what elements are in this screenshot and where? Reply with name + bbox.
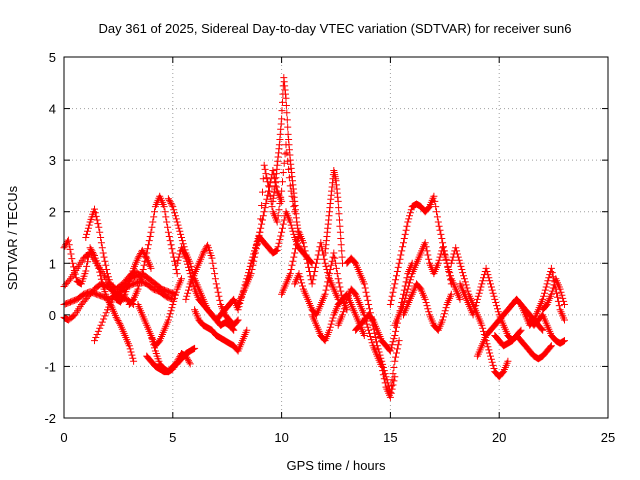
- y-tick-label: 4: [49, 102, 56, 117]
- series-trace-13: [182, 241, 242, 329]
- data-point-markers: [447, 244, 512, 381]
- series-trace-21: [321, 167, 346, 267]
- x-tick-label: 15: [383, 430, 397, 445]
- x-axis-label: GPS time / hours: [287, 458, 386, 473]
- x-tick-label: 25: [601, 430, 615, 445]
- data-point-markers: [191, 306, 251, 355]
- data-point-markers: [269, 74, 303, 241]
- y-axis-label: SDTVAR / TECUs: [5, 185, 20, 290]
- y-tick-label: -2: [44, 411, 56, 426]
- data-point-markers: [278, 228, 342, 303]
- y-tick-label: 0: [49, 308, 56, 323]
- series-trace-19: [278, 228, 342, 303]
- series-trace-10: [147, 275, 185, 350]
- series-trace-17: [269, 74, 303, 241]
- y-tick-label: -1: [44, 359, 56, 374]
- data-point-markers: [391, 239, 464, 329]
- x-tick-label: 0: [60, 430, 67, 445]
- y-tick-label: 5: [49, 50, 56, 65]
- data-point-markers: [526, 311, 568, 347]
- data-point-markers: [508, 264, 568, 329]
- y-tick-label: 1: [49, 256, 56, 271]
- series-trace-7: [125, 192, 181, 308]
- y-tick-label: 2: [49, 205, 56, 220]
- data-point-markers: [182, 241, 242, 329]
- data-point-markers: [539, 275, 568, 314]
- plot-frame: [63, 56, 609, 419]
- axes: 0 5 10 15 20 25 -2 -1 0 1 2 3 4 5: [44, 50, 615, 445]
- data-point-markers: [143, 344, 199, 376]
- data-point-markers: [334, 285, 399, 401]
- data-points: [60, 74, 568, 401]
- series-trace-29: [447, 244, 512, 381]
- x-tick-label: 10: [274, 430, 288, 445]
- series-trace-33: [508, 264, 568, 329]
- data-point-markers: [321, 167, 346, 267]
- series-trace-9: [143, 344, 199, 376]
- data-point-markers: [491, 332, 555, 363]
- series-trace-14: [191, 306, 251, 355]
- data-point-markers: [147, 275, 185, 350]
- data-point-markers: [125, 192, 181, 308]
- series-trace-27: [391, 239, 464, 329]
- series-trace-24: [334, 285, 399, 401]
- x-tick-label: 5: [169, 430, 176, 445]
- chart-title: Day 361 of 2025, Sidereal Day-to-day VTE…: [98, 21, 571, 36]
- series-trace-20: [291, 249, 351, 319]
- data-point-markers: [291, 249, 351, 319]
- series-trace-28: [400, 280, 455, 334]
- series-trace-34: [526, 311, 568, 347]
- x-tick-label: 20: [492, 430, 506, 445]
- series-trace-35: [539, 275, 568, 314]
- data-point-markers: [400, 280, 455, 334]
- series-trace-32: [491, 332, 555, 363]
- y-tick-label: 3: [49, 153, 56, 168]
